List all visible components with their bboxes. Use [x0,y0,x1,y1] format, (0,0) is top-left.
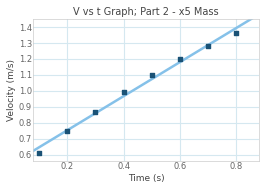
Point [206,45,210,48]
Point [65,129,69,132]
Point [93,110,98,113]
Point [122,91,126,94]
Y-axis label: Velocity (m/s): Velocity (m/s) [7,59,16,121]
X-axis label: Time (s): Time (s) [128,174,164,183]
Point [150,73,154,76]
Title: V vs t Graph; Part 2 - x5 Mass: V vs t Graph; Part 2 - x5 Mass [73,7,219,17]
Point [178,57,182,60]
Point [234,32,239,35]
Point [37,151,41,154]
